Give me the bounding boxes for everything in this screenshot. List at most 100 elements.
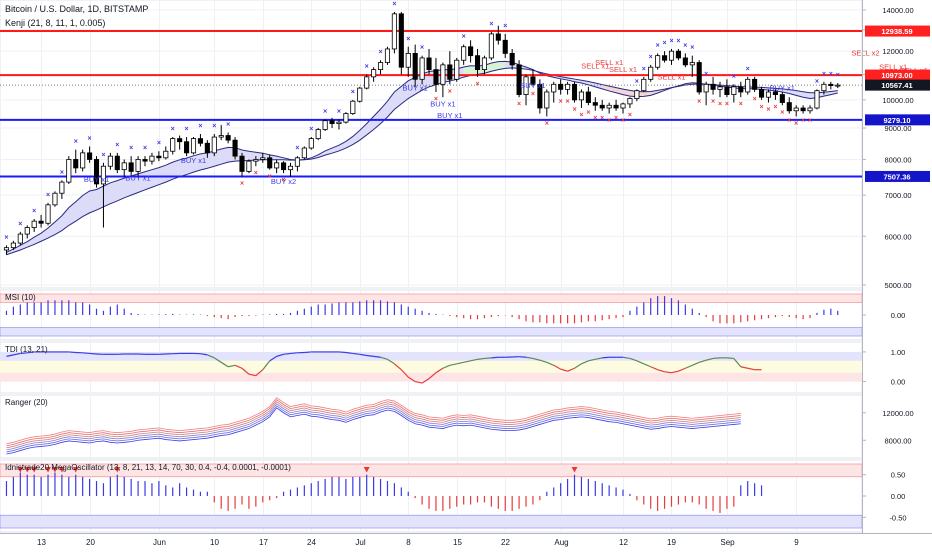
signal-x-marker: × <box>240 181 244 188</box>
signal-x-marker: × <box>746 66 750 73</box>
candle-body <box>184 142 188 153</box>
signal-x-marker: × <box>129 145 133 152</box>
signal-x-marker: × <box>642 66 646 73</box>
candle-body <box>87 153 91 160</box>
signal-x-marker: × <box>185 126 189 133</box>
pane-title-ranger: Ranger (20) <box>5 398 48 407</box>
chart-title: Bitcoin / U.S. Dollar, 1D, BITSTAMP <box>5 4 148 14</box>
buy-signal-label: BUY x2 <box>271 177 296 186</box>
signal-x-marker: × <box>725 101 729 108</box>
buy-signal-label: BUY x1 <box>403 84 428 93</box>
tdi-line-segment <box>90 353 97 354</box>
candle-body <box>711 84 715 89</box>
candle-body <box>662 56 666 61</box>
signal-x-marker: × <box>171 126 175 133</box>
x-tick-label: 12 <box>619 538 628 547</box>
signal-x-marker: × <box>773 104 777 111</box>
tdi-line-segment <box>519 357 526 358</box>
candle-body <box>690 63 694 65</box>
candle-body <box>434 70 438 85</box>
candle-body <box>503 40 507 53</box>
indicator-title: Kenji (21, 8, 11, 1, 0.005) <box>5 18 105 28</box>
candle-body <box>288 166 292 169</box>
candle-body <box>815 91 819 108</box>
x-tick-label: 15 <box>453 538 462 547</box>
candle-body <box>4 248 8 250</box>
signal-x-marker: × <box>621 118 625 125</box>
x-tick-label: Jun <box>153 538 166 547</box>
candle-body <box>316 129 320 138</box>
signal-x-marker: × <box>690 45 694 52</box>
candle-body <box>801 108 805 111</box>
candle-body <box>268 158 272 168</box>
tdi-mid-band <box>0 361 862 373</box>
candle-body <box>496 34 500 40</box>
signal-x-marker: × <box>309 126 313 133</box>
candle-body <box>572 84 576 100</box>
signal-x-marker: × <box>323 108 327 115</box>
candle-body <box>171 139 175 152</box>
buy-signal-label: BUY x1 <box>125 173 150 182</box>
candle-body <box>39 221 43 223</box>
candle-body <box>330 121 334 124</box>
y-tick-label: 6000.00 <box>884 232 911 241</box>
x-tick-label: Sep <box>720 538 735 547</box>
candle-body <box>351 101 355 113</box>
candle-body <box>136 159 140 171</box>
candle-body <box>739 87 743 92</box>
signal-x-marker: × <box>143 145 147 152</box>
x-tick-label: 20 <box>86 538 95 547</box>
signal-x-marker: × <box>718 101 722 108</box>
candle-body <box>655 56 659 68</box>
signal-x-marker: × <box>115 142 119 149</box>
signal-x-marker: × <box>406 36 410 43</box>
x-tick-label: 17 <box>259 538 268 547</box>
signal-x-marker: × <box>46 192 50 199</box>
signal-x-marker: × <box>822 71 826 78</box>
candle-body <box>46 205 50 223</box>
candle-body <box>725 87 729 95</box>
tdi-line-segment <box>339 352 346 353</box>
candle-body <box>150 156 154 161</box>
buy-signal-label: BUY x1 <box>181 156 206 165</box>
y-tick-label: 10000.00 <box>882 96 913 105</box>
signal-x-marker: × <box>365 63 369 70</box>
level-price-label: 12938.59 <box>881 27 912 36</box>
level-price-label: 10973.00 <box>881 71 912 80</box>
signal-x-marker: × <box>531 91 535 98</box>
signal-x-marker: × <box>517 101 521 108</box>
candle-body <box>240 156 244 171</box>
signal-x-marker: × <box>614 115 618 122</box>
candle-body <box>669 51 673 60</box>
candle-body <box>226 136 230 141</box>
candle-body <box>365 77 369 88</box>
candle-body <box>510 53 514 64</box>
candle-body <box>178 139 182 142</box>
x-tick-label: 8 <box>406 538 411 547</box>
candle-body <box>642 79 646 90</box>
candle-body <box>392 14 396 49</box>
candle-body <box>787 103 791 111</box>
candle-body <box>468 47 472 56</box>
y-tick-label: 12000.00 <box>882 47 913 56</box>
candle-body <box>427 58 431 70</box>
candle-body <box>780 95 784 103</box>
signal-x-marker: × <box>254 170 258 177</box>
candle-body <box>621 104 625 108</box>
x-tick-label: 13 <box>37 538 46 547</box>
signal-x-marker: × <box>711 99 715 106</box>
candle-body <box>822 84 826 90</box>
tdi-upper-band <box>0 352 862 361</box>
x-tick-label: 22 <box>501 538 510 547</box>
candle-body <box>191 139 195 153</box>
signal-x-marker: × <box>475 81 479 88</box>
candle-body <box>420 58 424 79</box>
level-price-label: 9279.10 <box>883 116 910 125</box>
tdi-line-segment <box>484 358 491 359</box>
level-price-label: 7507.36 <box>883 172 910 181</box>
candle-body <box>274 163 278 168</box>
signal-x-marker: × <box>683 42 687 49</box>
candle-body <box>441 65 445 84</box>
